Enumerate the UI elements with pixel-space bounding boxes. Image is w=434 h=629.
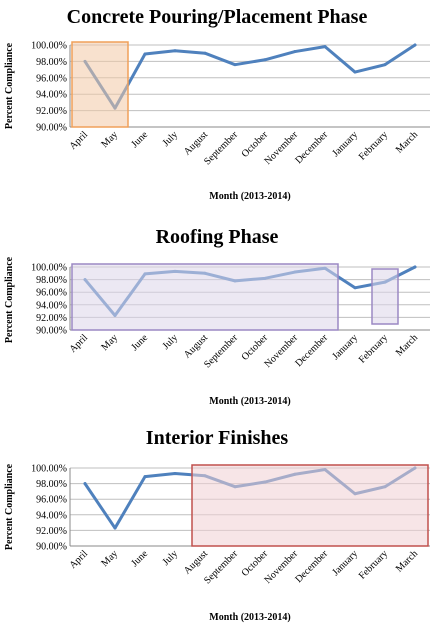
y-tick-label: 100.00% — [31, 263, 67, 274]
y-tick-label: 90.00% — [36, 123, 67, 134]
chart-panel-roofing: Roofing Phase 90.00% 92.00% 94.00% 96.00% 98… — [0, 210, 434, 415]
chart-title: Interior Finishes — [145, 427, 289, 449]
x-tick-label: July — [161, 332, 181, 352]
x-tick-label: July — [161, 548, 181, 568]
y-tick-label: 94.00% — [36, 510, 67, 521]
line-chart-concrete: 90.00% 92.00% 94.00% 96.00% 98.00% 100.00% Apr… — [4, 41, 430, 202]
y-axis-title: Percent Compliance — [4, 463, 15, 550]
y-tick-label: 92.00% — [36, 313, 67, 324]
x-tick-label: May — [99, 548, 120, 569]
data-point — [203, 51, 207, 55]
series-line — [83, 43, 417, 110]
x-tick-label: April — [67, 332, 90, 355]
data-point — [413, 265, 417, 269]
x-tick-label: June — [129, 129, 150, 150]
y-tick-label: 90.00% — [36, 542, 67, 553]
x-tick-label: April — [67, 129, 90, 152]
x-tick-label: December — [293, 548, 330, 585]
data-point — [113, 526, 117, 530]
data-point — [143, 52, 147, 56]
y-tick-label: 96.00% — [36, 495, 67, 506]
x-axis-title: Month (2013-2014) — [209, 396, 290, 407]
data-point — [323, 45, 327, 49]
x-tick-label: June — [129, 332, 150, 353]
x-tick-label: August — [182, 129, 210, 157]
chart-panel-concrete: Concrete Pouring/Placement Phase 90.00% 9… — [0, 0, 434, 210]
chart-title: Concrete Pouring/Placement Phase — [66, 6, 368, 28]
highlight-box — [71, 41, 129, 128]
data-point — [353, 70, 357, 74]
y-tick-label: 94.00% — [36, 90, 67, 101]
x-tick-label: December — [293, 332, 330, 369]
x-tick-label: February — [357, 548, 390, 581]
y-tick-label: 90.00% — [36, 326, 67, 337]
data-point — [353, 286, 357, 290]
line-chart-interior: 90.00% 92.00% 94.00% 96.00% 98.00% 100.00% Apr… — [4, 463, 430, 623]
line-chart-roofing: 90.00% 92.00% 94.00%96.00% 98.00%100.00% Apr… — [4, 256, 430, 407]
x-tick-label: December — [293, 129, 330, 166]
x-axis-title: Month (2013-2014) — [209, 191, 290, 202]
plot-area: 90.00% 92.00% 94.00% 96.00% 98.00% 100.00% Apr… — [31, 41, 430, 167]
x-tick-label: June — [129, 548, 150, 569]
x-tick-label: February — [357, 129, 390, 162]
x-tick-label: July — [161, 129, 181, 149]
y-tick-label: 92.00% — [36, 106, 67, 117]
plot-area: 90.00% 92.00% 94.00%96.00% 98.00%100.00% Apr… — [31, 263, 430, 370]
x-tick-label: September — [202, 548, 240, 586]
y-tick-label: 94.00% — [36, 300, 67, 311]
y-axis-title: Percent Compliance — [4, 42, 15, 129]
data-point — [173, 49, 177, 53]
y-tick-label: 98.00% — [36, 275, 67, 286]
data-point — [173, 471, 177, 475]
x-tick-label: May — [99, 332, 120, 353]
y-tick-label: 96.00% — [36, 288, 67, 299]
x-tick-label: March — [394, 332, 420, 358]
x-tick-label: September — [202, 129, 240, 167]
y-tick-label: 100.00% — [31, 464, 67, 475]
x-tick-label: May — [99, 129, 120, 150]
highlight-box — [71, 263, 339, 331]
highlight-box — [371, 268, 399, 325]
y-tick-label: 98.00% — [36, 57, 67, 68]
chart-panel-interior: Interior Finishes 90.00% 92.00% 94.00% 96.0… — [0, 415, 434, 629]
data-point — [413, 43, 417, 47]
y-tick-label: 96.00% — [36, 73, 67, 84]
plot-area: 90.00% 92.00% 94.00% 96.00% 98.00% 100.00% Apr… — [31, 464, 430, 586]
x-tick-label: August — [182, 548, 210, 576]
data-point — [233, 63, 237, 67]
highlight-box — [191, 464, 429, 547]
y-tick-label: 92.00% — [36, 526, 67, 537]
x-tick-label: August — [182, 332, 210, 360]
x-tick-label: April — [67, 548, 90, 571]
x-tick-label: September — [202, 332, 240, 370]
y-tick-label: 98.00% — [36, 479, 67, 490]
x-axis-title: Month (2013-2014) — [209, 612, 290, 623]
y-axis-title: Percent Compliance — [4, 256, 15, 343]
data-point — [83, 482, 87, 486]
data-point — [293, 50, 297, 54]
chart-title: Roofing Phase — [155, 226, 279, 248]
x-tick-label: March — [394, 548, 420, 574]
data-point — [143, 475, 147, 479]
x-tick-label: February — [357, 332, 390, 365]
data-point — [383, 63, 387, 67]
data-point — [263, 58, 267, 62]
y-tick-label: 100.00% — [31, 41, 67, 52]
x-tick-label: March — [394, 129, 420, 155]
